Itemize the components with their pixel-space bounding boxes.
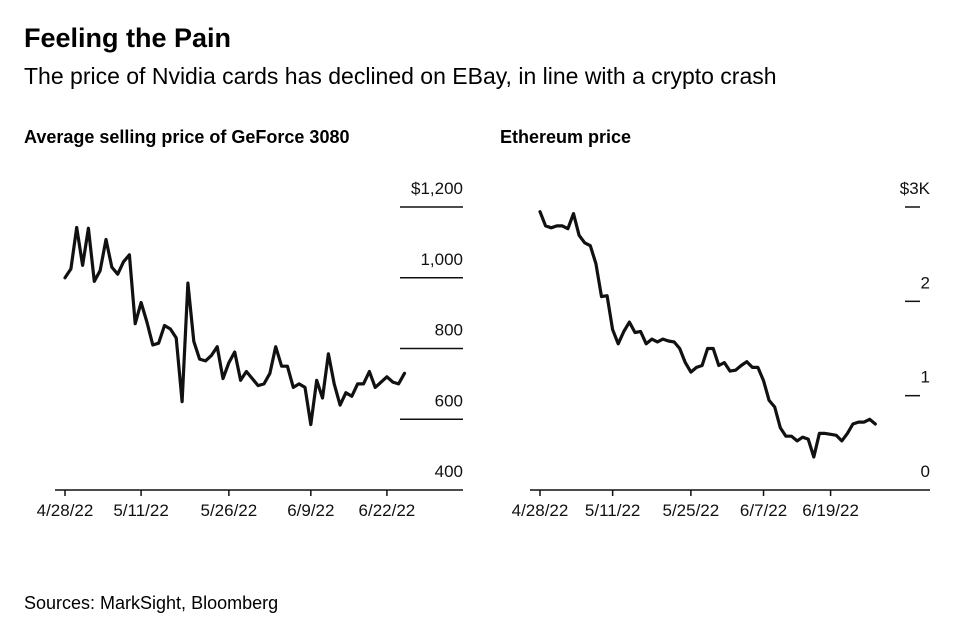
y-tick-label: $3K [900,179,931,198]
chart-title: Feeling the Pain [24,23,231,53]
y-tick-label: 1 [921,368,930,387]
right-chart: $3K 2 1 0 4/28/22 5/11/22 5/25/22 6/7/22 6/19/22 [512,179,931,520]
x-tick-label: 6/7/22 [740,501,787,520]
left-chart: $1,200 1,000 800 600 400 4/28/22 5/11/22 5/26/2… [37,179,463,520]
y-tick-label: 400 [435,462,463,481]
series-line [538,210,877,459]
x-tick-label: 5/11/22 [113,501,168,520]
y-tick-label: 0 [921,462,930,481]
x-tick-label: 4/28/22 [37,501,94,520]
source-note: Sources: MarkSight, Bloomberg [24,593,278,613]
y-tick-label: 600 [435,391,463,410]
x-tick-label: 6/9/22 [287,501,334,520]
x-tick-label: 5/11/22 [585,501,640,520]
y-tick-label: $1,200 [411,179,463,198]
series-line [63,225,407,427]
chart-subtitle: The price of Nvidia cards has declined o… [24,63,777,89]
x-tick-label: 4/28/22 [512,501,569,520]
x-tick-label: 5/25/22 [663,501,720,520]
x-tick-label: 5/26/22 [201,501,258,520]
y-tick-label: 1,000 [420,250,463,269]
right-panel-title: Ethereum price [500,127,631,147]
left-panel-title: Average selling price of GeForce 3080 [24,127,349,147]
x-tick-label: 6/19/22 [802,501,859,520]
x-tick-label: 6/22/22 [359,501,416,520]
y-tick-label: 800 [435,321,463,340]
y-tick-label: 2 [921,273,930,292]
